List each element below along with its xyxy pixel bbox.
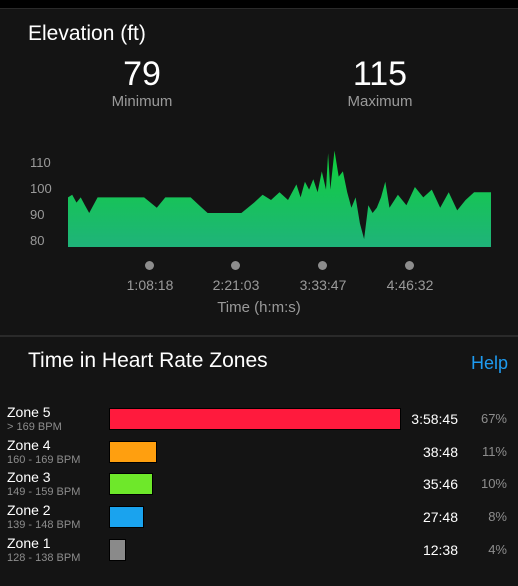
zone-percent: 11% (481, 444, 507, 459)
y-tick-label: 90 (30, 207, 45, 222)
elevation-title: Elevation (ft) (28, 22, 146, 45)
zone-percent: 10% (480, 476, 507, 491)
x-tick-label: 2:21:03 (212, 277, 260, 293)
zone-row-1: Zone 1 128 - 138 BPM 12:38 4% (0, 535, 518, 567)
x-tick-label: 1:08:18 (126, 277, 174, 293)
zone-row-5: Zone 5 > 169 BPM 3:58:45 67% (0, 404, 518, 436)
zone-name: Zone 2 (7, 502, 51, 518)
zone-name: Zone 4 (7, 437, 51, 453)
x-axis-title: Time (h:m:s) (217, 299, 301, 316)
zone-percent: 67% (480, 411, 507, 426)
zone-bar (109, 473, 153, 495)
zone-percent: 4% (488, 542, 507, 557)
x-tick-dot (405, 261, 414, 270)
elevation-chart (68, 150, 491, 247)
zone-row-3: Zone 3 149 - 159 BPM 35:46 10% (0, 469, 518, 501)
x-tick-dot (231, 261, 240, 270)
zone-time: 38:48 (422, 444, 458, 460)
elevation-area (68, 150, 491, 247)
y-tick-label: 110 (30, 155, 51, 170)
y-tick-label: 100 (30, 181, 52, 196)
zone-bar (109, 539, 127, 561)
x-tick-dot (145, 261, 154, 270)
y-tick-label: 80 (30, 233, 45, 248)
x-tick-label: 3:33:47 (299, 277, 347, 293)
zone-bar (109, 408, 401, 430)
zone-row-4: Zone 4 160 - 169 BPM 38:48 11% (0, 437, 518, 469)
maximum-label: Maximum (347, 93, 413, 110)
minimum-label: Minimum (111, 93, 173, 110)
heart-rate-section: Time in Heart Rate Zones Help Zone 5 > 1… (0, 336, 518, 586)
zone-time: 35:46 (422, 476, 458, 492)
zone-time: 27:48 (422, 509, 458, 525)
zone-name: Zone 1 (7, 535, 51, 551)
zone-name: Zone 5 (7, 404, 51, 420)
zone-range: 160 - 169 BPM (7, 454, 81, 466)
zone-range: 149 - 159 BPM (7, 486, 81, 498)
zone-range: > 169 BPM (7, 421, 62, 433)
zone-time: 12:38 (422, 542, 458, 558)
x-tick-label: 4:46:32 (386, 277, 434, 293)
zone-bar (109, 441, 157, 463)
zone-row-2: Zone 2 139 - 148 BPM 27:48 8% (0, 502, 518, 534)
heart-rate-title: Time in Heart Rate Zones (28, 349, 268, 372)
x-tick-dot (318, 261, 327, 270)
zone-name: Zone 3 (7, 469, 51, 485)
help-link[interactable]: Help (470, 353, 508, 373)
maximum-value: 115 (352, 55, 408, 93)
zone-bar (109, 506, 144, 528)
zone-range: 139 - 148 BPM (7, 519, 81, 531)
minimum-value: 79 (123, 55, 161, 93)
zone-time: 3:58:45 (411, 411, 458, 427)
elevation-section: Elevation (ft) 79 Minimum 115 Maximum 11… (0, 8, 518, 336)
zone-percent: 8% (488, 509, 507, 524)
zone-range: 128 - 138 BPM (7, 552, 81, 564)
